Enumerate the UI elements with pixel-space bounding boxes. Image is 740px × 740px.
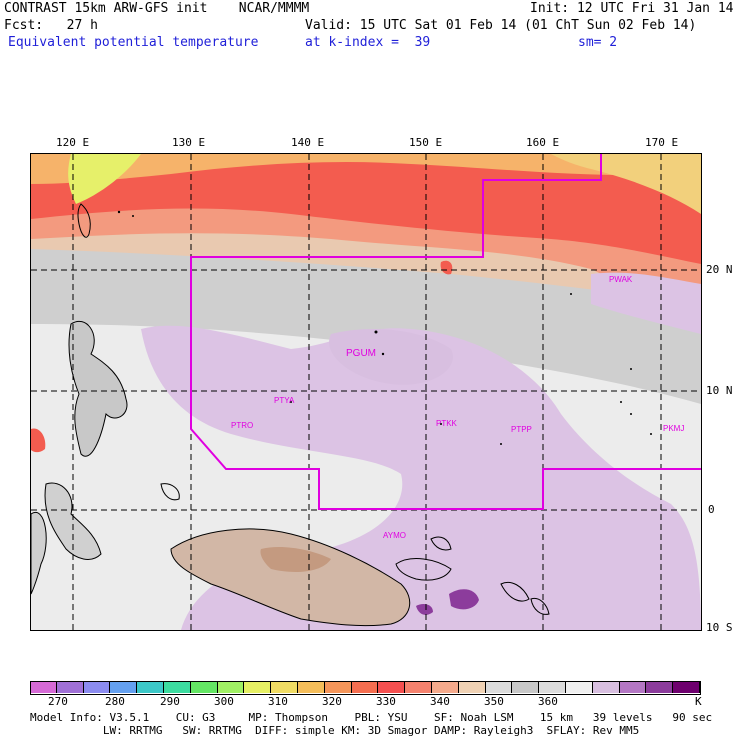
colorbar-swatch bbox=[378, 681, 406, 693]
lavender-patch-north bbox=[329, 329, 453, 385]
map-canvas: PGUM PTYA PTRO PTKK PTPP PKMJ PWAK AYMO bbox=[31, 154, 701, 630]
new-guinea-outline bbox=[170, 528, 411, 627]
cb-label-330: 330 bbox=[376, 695, 396, 708]
smoothing: sm= 2 bbox=[578, 35, 618, 50]
orange-band bbox=[31, 154, 701, 184]
cb-unit: K bbox=[695, 695, 702, 708]
purple-spot-west bbox=[416, 604, 433, 615]
cb-label-290: 290 bbox=[160, 695, 180, 708]
colorbar-swatch bbox=[164, 681, 191, 693]
colorbar-swatch bbox=[190, 681, 218, 693]
model-title: CONTRAST 15km ARW-GFS init NCAR/MMMM bbox=[4, 1, 310, 16]
station-ptkk: PTKK bbox=[436, 419, 458, 428]
solomon-islands-outline bbox=[500, 581, 530, 602]
colorbar-swatch bbox=[646, 681, 674, 693]
colorbar-swatch bbox=[458, 681, 486, 693]
new-guinea-highlands bbox=[260, 547, 331, 572]
station-ptro: PTRO bbox=[231, 421, 253, 430]
colorbar-swatch bbox=[619, 681, 647, 693]
small-islands bbox=[117, 210, 652, 445]
colorbar-swatch bbox=[592, 681, 620, 693]
new-ireland-outline bbox=[430, 536, 452, 551]
colorbar-swatch bbox=[673, 681, 700, 693]
yellow-patch bbox=[68, 154, 141, 204]
lon-label-160e: 160 E bbox=[526, 136, 560, 149]
cb-label-300: 300 bbox=[214, 695, 234, 708]
purple-spot-east bbox=[449, 589, 479, 610]
init-time: Init: 12 UTC Fri 31 Jan 14 bbox=[530, 1, 734, 16]
colorbar-swatch bbox=[405, 681, 432, 693]
cb-label-280: 280 bbox=[105, 695, 125, 708]
k-index: at k-index = 39 bbox=[305, 35, 431, 50]
cb-label-310: 310 bbox=[268, 695, 288, 708]
lat-label-10n: 10 N bbox=[706, 384, 733, 397]
model-info-line2: LW: RRTMG SW: RRTMG DIFF: simple KM: 3D … bbox=[30, 724, 640, 737]
halmahera-outline bbox=[160, 483, 180, 501]
colorbar-swatch bbox=[432, 681, 459, 693]
lon-label-120e: 120 E bbox=[56, 136, 90, 149]
valid-time: Valid: 15 UTC Sat 01 Feb 14 (01 ChT Sun … bbox=[305, 18, 697, 33]
cb-label-340: 340 bbox=[430, 695, 450, 708]
colorbar-swatch bbox=[566, 681, 593, 693]
red-spot-philippines bbox=[31, 428, 46, 453]
yellow-east-patch bbox=[551, 154, 701, 214]
colorbar-swatch bbox=[110, 681, 138, 693]
colorbar-swatch bbox=[324, 681, 352, 693]
lon-label-150e: 150 E bbox=[409, 136, 443, 149]
fir-boundary-line bbox=[190, 154, 701, 510]
colorbar-swatch bbox=[244, 681, 272, 693]
colorbar-swatch bbox=[298, 681, 325, 693]
lon-label-130e: 130 E bbox=[172, 136, 206, 149]
lat-label-equator: 0 bbox=[708, 503, 715, 516]
taiwan-outline bbox=[77, 203, 91, 238]
cb-label-350: 350 bbox=[484, 695, 504, 708]
forecast-hour: Fcst: 27 h bbox=[4, 18, 98, 33]
model-info-line1: Model Info: V3.5.1 CU: G3 MP: Thompson P… bbox=[30, 711, 713, 724]
colorbar-frame bbox=[30, 681, 701, 695]
lon-label-170e: 170 E bbox=[645, 136, 679, 149]
borneo-west-outline bbox=[31, 511, 47, 595]
lat-label-10s: 10 S bbox=[706, 621, 733, 634]
colorbar-swatch bbox=[271, 681, 298, 693]
colorbar-swatch bbox=[137, 681, 164, 693]
colorbar-swatch bbox=[485, 681, 513, 693]
field-name: Equivalent potential temperature bbox=[8, 35, 259, 50]
station-pkmj: PKMJ bbox=[663, 424, 684, 433]
colorbar-swatch bbox=[217, 681, 245, 693]
borneo-sulawesi-outline bbox=[44, 482, 102, 560]
lavender-region bbox=[141, 325, 701, 630]
cb-label-360: 360 bbox=[538, 695, 558, 708]
red-spot-central bbox=[440, 260, 453, 275]
lon-label-140e: 140 E bbox=[291, 136, 325, 149]
colorbar-swatch bbox=[539, 681, 566, 693]
new-britain-outline bbox=[395, 558, 452, 581]
colorbar-swatch bbox=[512, 681, 540, 693]
station-aymo: AYMO bbox=[383, 531, 406, 540]
map-panel: PGUM PTYA PTRO PTKK PTPP PKMJ PWAK AYMO bbox=[30, 153, 702, 631]
station-ptya: PTYA bbox=[274, 396, 295, 405]
station-pwak: PWAK bbox=[609, 275, 633, 284]
colorbar-swatch bbox=[56, 681, 84, 693]
station-ptpp: PTPP bbox=[511, 425, 532, 434]
colorbar-swatch bbox=[30, 681, 57, 693]
cb-label-320: 320 bbox=[322, 695, 342, 708]
station-pgum: PGUM bbox=[346, 348, 376, 359]
cb-label-270: 270 bbox=[48, 695, 68, 708]
philippines-outline bbox=[68, 320, 128, 457]
salmon-band bbox=[31, 174, 701, 314]
colorbar-swatch bbox=[351, 681, 379, 693]
lat-label-20n: 20 N bbox=[706, 263, 733, 276]
lavender-patch-east bbox=[591, 272, 701, 334]
red-band bbox=[31, 154, 701, 264]
colorbar-swatch bbox=[83, 681, 111, 693]
solomon-islands-east-outline bbox=[530, 597, 550, 615]
